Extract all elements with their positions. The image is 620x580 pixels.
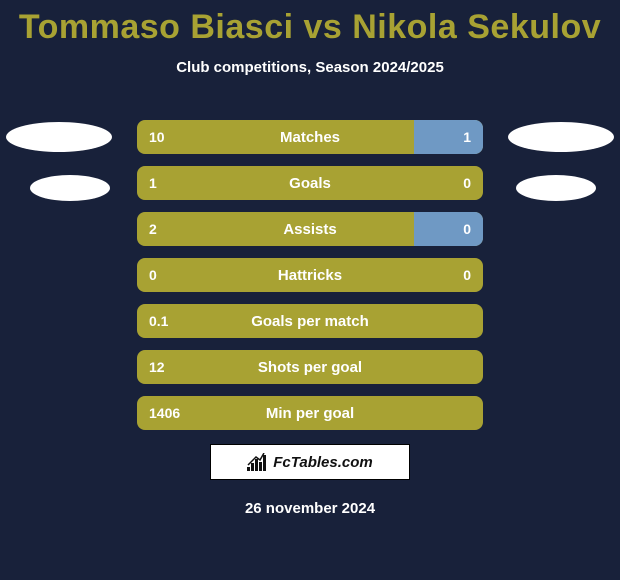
stat-label: Hattricks [137,258,483,292]
player-right-avatar-ellipse-1 [508,122,614,152]
page-title: Tommaso Biasci vs Nikola Sekulov [0,0,620,47]
stat-value-right: 0 [451,166,483,200]
stat-value-left: 12 [137,350,177,384]
stat-value-right: 0 [451,258,483,292]
stat-value-left: 1406 [137,396,192,430]
stat-row: 12Shots per goal [137,350,483,384]
footer-brand-text: FcTables.com [273,454,372,471]
stat-value-left: 2 [137,212,169,246]
stat-value-left: 0.1 [137,304,180,338]
player-right-avatar-ellipse-2 [516,175,596,201]
footer-date: 26 november 2024 [0,500,620,517]
stat-label: Shots per goal [137,350,483,384]
stat-value-left: 1 [137,166,169,200]
stat-value-right: 0 [451,212,483,246]
stat-label: Goals [137,166,483,200]
stat-value-left: 0 [137,258,169,292]
stat-row: 101Matches [137,120,483,154]
page-subtitle: Club competitions, Season 2024/2025 [0,59,620,76]
stat-value-right: 1 [451,120,483,154]
stat-row: 0 0Hattricks [137,258,483,292]
stat-label: Goals per match [137,304,483,338]
player-left-avatar-ellipse-1 [6,122,112,152]
stat-value-left: 10 [137,120,177,154]
stat-row: 1406Min per goal [137,396,483,430]
player-left-avatar-ellipse-2 [30,175,110,201]
footer-badge: FcTables.com [210,444,410,480]
stat-row: 1 0Goals [137,166,483,200]
stat-row: 20Assists [137,212,483,246]
comparison-bars: 101Matches10Goals20Assists00Hattricks0.1… [137,120,483,442]
fctables-logo-icon [247,453,269,471]
stat-row: 0.1Goals per match [137,304,483,338]
